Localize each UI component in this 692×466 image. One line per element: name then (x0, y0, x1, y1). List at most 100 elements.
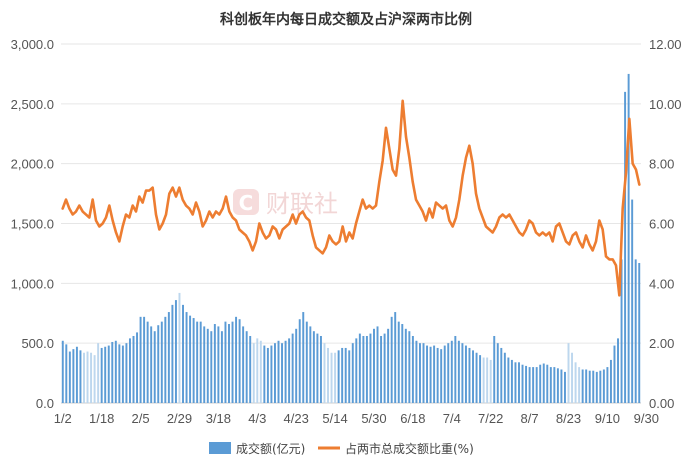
bar (472, 350, 474, 403)
bar (503, 352, 506, 403)
bar (252, 343, 255, 403)
bar (128, 338, 131, 403)
bar (337, 350, 340, 403)
bar (634, 259, 637, 403)
bar (482, 357, 485, 403)
left-tick-label: 2,000.0 (11, 157, 54, 172)
bar (319, 335, 322, 403)
bar (369, 333, 372, 403)
bar (631, 199, 634, 403)
bar (496, 343, 499, 403)
bar (295, 328, 298, 403)
bar (174, 300, 177, 403)
bar (118, 344, 121, 403)
bar (489, 359, 492, 403)
bar (563, 371, 566, 403)
bar (609, 359, 612, 403)
bar (291, 333, 294, 403)
left-tick-label: 3,000.0 (11, 37, 54, 52)
bar (171, 304, 174, 403)
bar (238, 319, 241, 403)
bar (220, 331, 223, 403)
bar (164, 316, 167, 403)
bar (65, 344, 68, 403)
x-tick-label: 2/29 (167, 411, 192, 426)
bar (624, 91, 627, 404)
bar (146, 321, 149, 403)
bar (79, 350, 82, 403)
bar (256, 338, 259, 403)
bar (199, 321, 202, 403)
x-tick-label: 5/30 (361, 411, 386, 426)
bar (150, 326, 153, 403)
bar (132, 335, 135, 403)
bar (588, 370, 591, 403)
bar (556, 368, 559, 403)
bar (72, 349, 75, 403)
bar (373, 328, 375, 403)
bar (305, 321, 308, 403)
bar (341, 347, 344, 403)
bar (284, 340, 287, 403)
bar (351, 343, 354, 403)
left-tick-label: 1,500.0 (11, 217, 54, 232)
line-path (61, 99, 641, 297)
bar (281, 343, 284, 403)
bar (595, 371, 598, 403)
bar (549, 367, 552, 403)
bar (323, 343, 326, 403)
bar-series (61, 73, 641, 404)
bar (387, 328, 390, 403)
legend-bar-swatch (209, 442, 231, 454)
bar (259, 340, 262, 403)
bar (581, 369, 584, 403)
x-tick-label: 7/4 (443, 411, 461, 426)
bar (443, 345, 446, 403)
bar (613, 345, 616, 403)
bar (578, 367, 581, 403)
x-tick-label: 3/18 (206, 411, 231, 426)
right-tick-label: 6.00 (649, 217, 674, 232)
bar (464, 345, 467, 403)
bar (97, 343, 100, 403)
bar (263, 345, 266, 403)
watermark-logo-icon (233, 189, 259, 215)
x-tick-label: 2/5 (132, 411, 150, 426)
bar (376, 326, 379, 403)
right-tick-label: 4.00 (649, 276, 674, 291)
bar (203, 326, 206, 403)
bar (542, 363, 545, 403)
legend-bar-label: 成交额(亿元) (236, 441, 305, 456)
bar (521, 364, 524, 403)
bar (539, 364, 542, 403)
bar (277, 340, 280, 403)
bar (107, 345, 110, 403)
bar (210, 331, 213, 403)
bar (507, 357, 510, 403)
bar (196, 321, 199, 403)
bar (426, 345, 429, 403)
bar (415, 340, 418, 403)
bar (61, 340, 64, 403)
bar (599, 370, 602, 403)
bar (273, 343, 276, 403)
bar (189, 315, 192, 403)
x-tick-label: 6/18 (400, 411, 425, 426)
bar (528, 367, 531, 403)
bar (436, 347, 439, 403)
bar (249, 335, 252, 403)
bar (486, 357, 489, 403)
bar (620, 259, 623, 403)
bar (104, 346, 107, 403)
bar (383, 333, 386, 403)
bar (401, 324, 404, 403)
bar (111, 341, 114, 403)
bar (447, 343, 450, 403)
left-tick-label: 0.0 (36, 396, 54, 411)
bar (457, 340, 460, 403)
bar (560, 369, 563, 403)
bar (450, 340, 453, 403)
bar (617, 338, 619, 403)
bar (167, 312, 170, 403)
